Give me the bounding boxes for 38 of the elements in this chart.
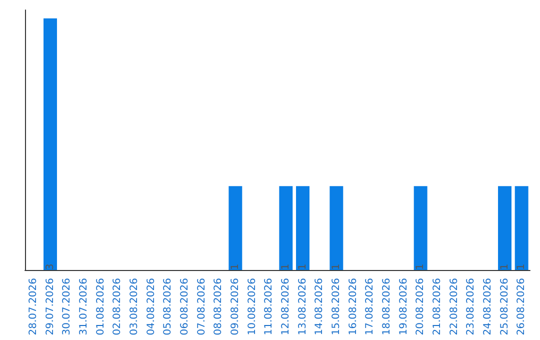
data-label: 1 bbox=[230, 264, 241, 270]
data-label: 1 bbox=[516, 264, 528, 270]
data-label: 1 bbox=[330, 264, 342, 270]
x-tick-label: 20.08.2026 bbox=[415, 278, 426, 336]
data-label: 1 bbox=[297, 264, 308, 270]
data-label: 1 bbox=[280, 264, 292, 270]
x-tick-label: 16.08.2026 bbox=[348, 278, 359, 336]
x-tick-label: 02.08.2026 bbox=[112, 278, 124, 336]
x-tick-label: 18.08.2026 bbox=[381, 278, 392, 336]
x-tick-label: 13.08.2026 bbox=[297, 278, 308, 336]
x-tick-label: 04.08.2026 bbox=[146, 278, 157, 336]
x-tick-label: 31.07.2026 bbox=[78, 278, 90, 336]
x-tick-label: 14.08.2026 bbox=[314, 278, 326, 336]
x-tick-label: 25.08.2026 bbox=[499, 278, 510, 336]
data-label: 1 bbox=[415, 264, 426, 270]
x-tick-label: 05.08.2026 bbox=[162, 278, 174, 336]
x-tick-label: 15.08.2026 bbox=[330, 278, 342, 336]
x-tick-label: 09.08.2026 bbox=[230, 278, 241, 336]
x-tick-label: 10.08.2026 bbox=[246, 278, 258, 336]
x-tick-label: 30.07.2026 bbox=[62, 278, 73, 336]
x-tick-label: 21.08.2026 bbox=[432, 278, 443, 336]
x-tick-label: 17.08.2026 bbox=[364, 278, 376, 336]
x-tick-label: 06.08.2026 bbox=[179, 278, 190, 336]
x-tick-label: 24.08.2026 bbox=[482, 278, 494, 336]
x-tick-label: 29.07.2026 bbox=[44, 278, 56, 336]
x-tick-label: 08.08.2026 bbox=[213, 278, 224, 336]
data-label: 3 bbox=[44, 264, 56, 270]
x-tick-label: 23.08.2026 bbox=[466, 278, 477, 336]
x-tick-label: 28.07.2026 bbox=[28, 278, 39, 336]
x-tick-label: 03.08.2026 bbox=[128, 278, 140, 336]
x-tick-label: 19.08.2026 bbox=[398, 278, 410, 336]
x-tick-label: 22.08.2026 bbox=[448, 278, 460, 336]
x-tick-label: 26.08.2026 bbox=[516, 278, 528, 336]
x-tick-label: 12.08.2026 bbox=[280, 278, 292, 336]
x-tick-label: 01.08.2026 bbox=[95, 278, 106, 336]
x-tick-label: 11.08.2026 bbox=[264, 278, 275, 336]
x-tick-label: 07.08.2026 bbox=[196, 278, 208, 336]
data-label: 1 bbox=[499, 264, 510, 270]
